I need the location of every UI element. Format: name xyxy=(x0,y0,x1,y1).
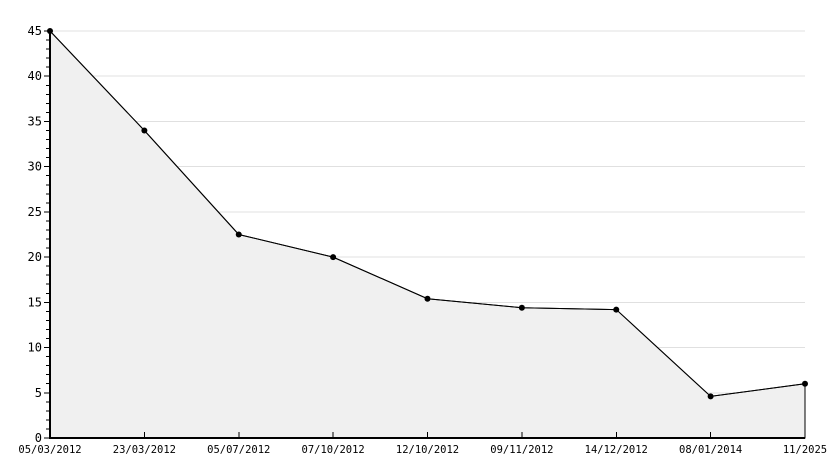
x-axis-tick-label: 12/10/2012 xyxy=(396,444,459,456)
y-axis-tick-label: 45 xyxy=(28,24,42,38)
data-point-marker xyxy=(235,231,242,238)
y-axis-tick-label: 30 xyxy=(28,160,42,174)
x-axis-ticks xyxy=(49,432,806,437)
y-axis-tick-label: 15 xyxy=(28,295,42,309)
y-axis-tick-label: 25 xyxy=(28,205,42,219)
y-axis-tick-label: 0 xyxy=(35,431,42,445)
x-axis-tick-label: 05/03/2012 xyxy=(18,444,81,456)
data-point-marker xyxy=(613,306,620,313)
y-axis-ticks xyxy=(44,30,49,439)
axes xyxy=(49,29,805,439)
y-axis-tick-label: 40 xyxy=(28,69,42,83)
x-axis-tick-label: 23/03/2012 xyxy=(113,444,176,456)
x-axis-tick-label: 11/2025 xyxy=(783,444,827,456)
y-axis-tick-label: 20 xyxy=(28,250,42,264)
x-axis-tick-label: 14/12/2012 xyxy=(585,444,648,456)
data-point-marker xyxy=(330,254,337,261)
x-axis-tick-label: 09/11/2012 xyxy=(490,444,553,456)
y-axis-tick-label: 5 xyxy=(35,386,42,400)
x-axis-tick-label: 08/01/2014 xyxy=(679,444,742,456)
y-axis-labels: 0 5 10 15 20 25 30 35 40 45 xyxy=(28,24,42,445)
x-axis-tick-label: 05/07/2012 xyxy=(207,444,270,456)
y-axis-tick-label: 10 xyxy=(28,341,42,355)
area-fill xyxy=(49,29,806,439)
x-axis-labels: 05/03/2012 23/03/2012 05/07/2012 07/10/2012… xyxy=(18,444,827,456)
data-point-marker xyxy=(141,127,148,134)
data-point-marker xyxy=(424,295,431,302)
data-point-marker xyxy=(802,380,808,387)
data-point-marker xyxy=(707,393,714,400)
data-point-marker xyxy=(518,304,525,311)
area-fill-shape xyxy=(49,29,806,439)
x-axis-tick-label: 07/10/2012 xyxy=(302,444,365,456)
y-axis-tick-label: 35 xyxy=(28,114,42,128)
